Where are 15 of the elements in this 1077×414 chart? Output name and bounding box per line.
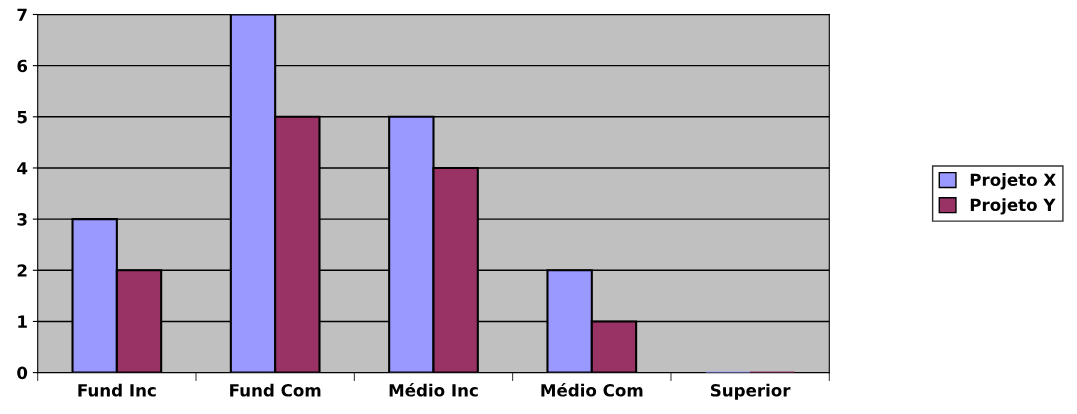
y-tick-label: 1 <box>18 315 27 328</box>
x-tick-label: Fund Inc <box>78 383 156 397</box>
x-tick-label: Fund Com <box>230 383 321 397</box>
y-tick-label: 3 <box>17 213 27 226</box>
y-tick-label: 7 <box>17 8 27 21</box>
y-tick-label: 2 <box>17 264 27 277</box>
legend-label: Projeto X <box>970 173 1056 190</box>
x-tick-label: Médio Inc <box>389 383 478 397</box>
y-tick-label: 0 <box>17 366 28 380</box>
y-tick-label: 4 <box>17 162 28 175</box>
y-tick-label: 5 <box>17 110 27 124</box>
legend-label: Projeto Y <box>970 198 1056 215</box>
x-tick-label: Médio Com <box>541 383 643 397</box>
y-tick-label: 6 <box>17 59 28 73</box>
x-tick-label: Superior <box>710 383 791 400</box>
